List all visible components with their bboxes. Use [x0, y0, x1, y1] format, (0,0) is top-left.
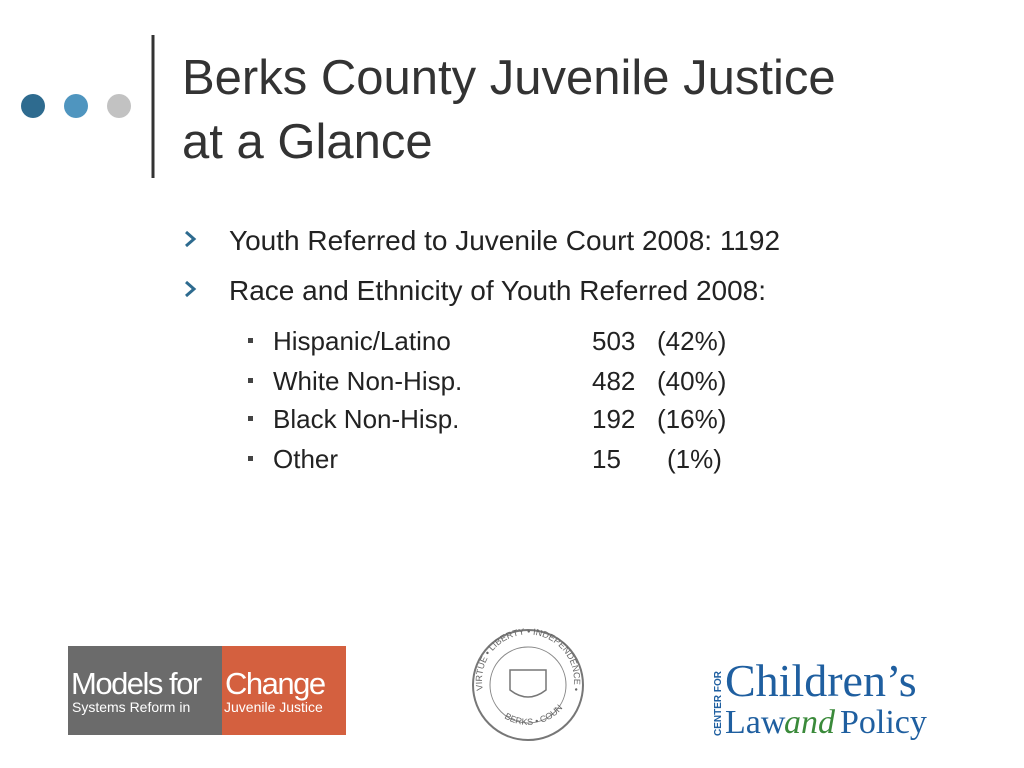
logo-text: Law [725, 704, 786, 741]
title: Berks County Juvenile Justice at a Glanc… [182, 51, 836, 169]
dot [64, 94, 88, 118]
logo-text: CENTER FOR [713, 670, 724, 736]
item-percent: (40%) [657, 366, 726, 396]
dot [107, 94, 131, 118]
item-count: 15 [592, 444, 621, 474]
sub-bullet [248, 456, 253, 461]
title-line: at a Glance [182, 115, 433, 169]
item-percent: (16%) [657, 404, 726, 434]
item-percent: (1%) [667, 444, 722, 474]
dot [21, 94, 45, 118]
models-for-change-logo: Models for Change Systems Reform in Juve… [71, 666, 326, 715]
seal-ring [472, 629, 584, 741]
logo-bg [68, 646, 222, 735]
item-count: 482 [592, 366, 635, 396]
item-count: 503 [592, 326, 635, 356]
logo-text: and [784, 704, 836, 741]
item-label: White Non-Hisp. [273, 366, 462, 396]
bullet-arrow [185, 230, 197, 248]
item-label: Hispanic/Latino [273, 326, 451, 356]
cclp-logo: CENTER FOR Children’s Law and Policy [713, 655, 927, 741]
item-label: Other [273, 444, 338, 474]
sub-bullet [248, 416, 253, 421]
logo-text: Children’s [725, 655, 917, 706]
content: Youth Referred to Juvenile Court 2008: 1… [185, 225, 780, 474]
logo-text: Juvenile Justice [224, 699, 323, 715]
seal-ring [489, 646, 567, 724]
item-percent: (42%) [657, 326, 726, 356]
bullet: Youth Referred to Juvenile Court 2008: 1… [229, 225, 780, 256]
sub-bullet [248, 378, 253, 383]
item-count: 192 [592, 404, 635, 434]
item-label: Black Non-Hisp. [273, 404, 459, 434]
logo-bg [222, 646, 346, 735]
bullet: Race and Ethnicity of Youth Referred 200… [229, 275, 766, 306]
logo-text: Systems Reform in [72, 699, 190, 715]
seal-shield [509, 669, 547, 698]
logo-text: Policy [840, 704, 927, 741]
logo-text: Change [225, 666, 325, 701]
sub-bullet [248, 338, 253, 343]
bullet-arrow [185, 280, 197, 298]
title-line: Berks County Juvenile Justice [182, 51, 836, 105]
logo-text: Models for [71, 666, 202, 701]
